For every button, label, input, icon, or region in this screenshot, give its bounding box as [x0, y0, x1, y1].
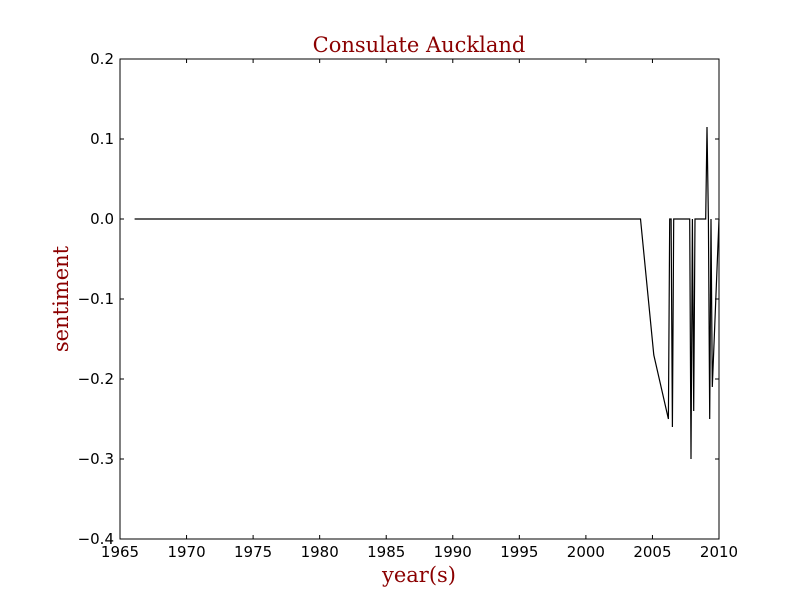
x-tick-label: 1970: [167, 543, 205, 561]
series-layer: [134, 126, 720, 460]
plot-frame: [119, 58, 720, 540]
y-tick-label: −0.2: [78, 370, 114, 388]
chart-title: Consulate Auckland: [313, 33, 526, 57]
x-tick-label: 1975: [234, 543, 272, 561]
y-tick-label: −0.1: [78, 290, 114, 308]
x-axis-ticks: 1965 1970 1975 1980 1985 1990 1995 2000 2005 2010: [101, 59, 738, 561]
y-tick-label: 0.1: [90, 130, 114, 148]
series-line-0: [134, 126, 720, 460]
y-tick-label: 0.2: [90, 50, 114, 68]
x-tick-label: 1985: [367, 543, 405, 561]
y-tick-label: 0.0: [90, 210, 114, 228]
x-tick-label: 1980: [301, 543, 339, 561]
y-tick-label: −0.4: [78, 530, 114, 548]
x-tick-label: 1965: [101, 543, 139, 561]
plot-area: [119, 58, 720, 540]
x-axis-label: year(s): [381, 563, 456, 587]
x-tick-label: 2000: [567, 543, 605, 561]
x-tick-label: 2005: [633, 543, 671, 561]
y-tick-label: −0.3: [78, 450, 114, 468]
y-axis-ticks: −0.4 −0.3 −0.2 −0.1 0.0 0.1 0.2: [78, 50, 719, 548]
x-tick-label: 2010: [700, 543, 738, 561]
y-axis-label: sentiment: [49, 245, 73, 352]
x-tick-label: 1990: [434, 543, 472, 561]
x-tick-label: 1995: [500, 543, 538, 561]
